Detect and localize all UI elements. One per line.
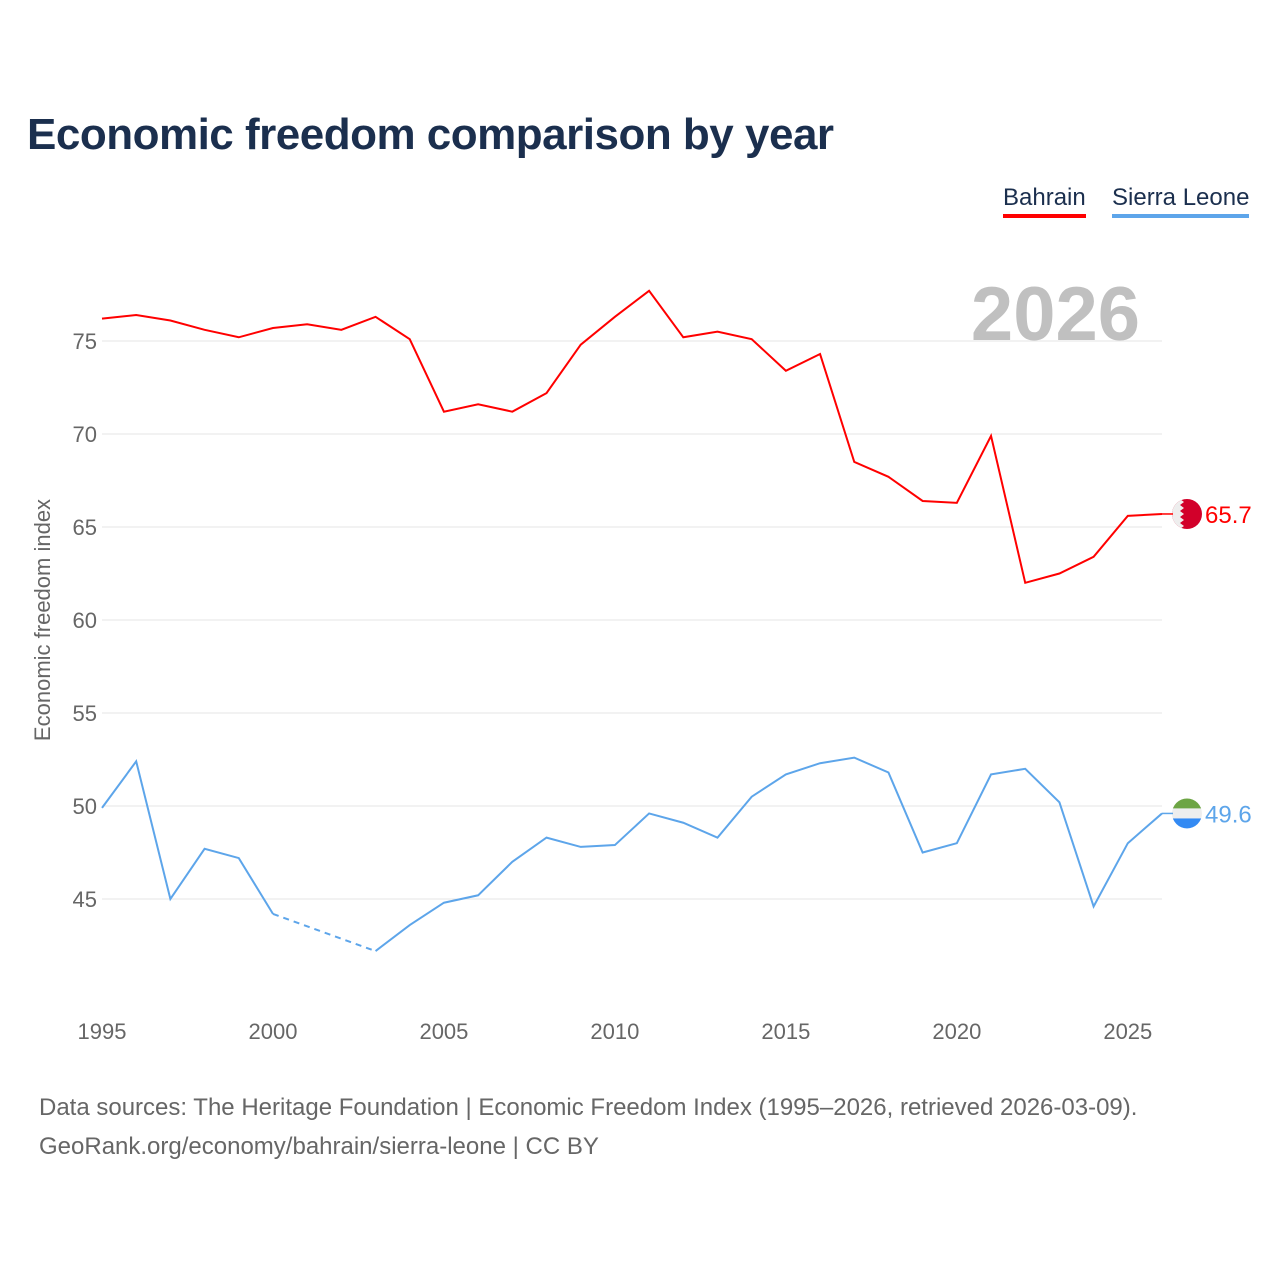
x-tick-label: 2005: [419, 1019, 468, 1044]
bahrain-point: [782, 367, 790, 375]
sierra-leone-point: [1090, 902, 1098, 910]
sierra-leone-point: [1124, 839, 1132, 847]
sierra-leone-point: [782, 770, 790, 778]
y-tick-label: 55: [73, 701, 97, 726]
y-axis-label: Economic freedom index: [30, 499, 55, 741]
sierra-leone-point: [953, 839, 961, 847]
bahrain-line: [101, 289, 1163, 585]
bahrain-point: [645, 287, 653, 295]
bahrain-point: [1124, 512, 1132, 520]
sierra-leone-point: [850, 754, 858, 762]
legend-bahrain[interactable]: Bahrain: [1003, 184, 1086, 218]
bahrain-point: [303, 320, 311, 328]
x-tick-label: 2010: [590, 1019, 639, 1044]
chart-title: Economic freedom comparison by year: [27, 110, 834, 159]
sierra-leone-point: [577, 843, 585, 851]
sierra-leone-point: [611, 841, 619, 849]
bahrain-point: [1055, 570, 1063, 578]
sierra-leone-point: [235, 854, 243, 862]
bahrain-point: [748, 335, 756, 343]
sierra-leone-point: [543, 834, 551, 842]
sierra-leone-point: [884, 769, 892, 777]
y-tick-label: 70: [73, 422, 97, 447]
bahrain-point: [987, 432, 995, 440]
bahrain-flag-icon: [1172, 498, 1202, 529]
y-tick-label: 60: [73, 608, 97, 633]
bahrain-point: [713, 328, 721, 336]
sierra-leone-line: [374, 756, 1163, 952]
sierra-leone-line: [101, 759, 274, 915]
sierra-leone-point: [919, 849, 927, 857]
bahrain-point: [850, 458, 858, 466]
sierra-leone-point: [713, 834, 721, 842]
sierra-leone-point: [98, 804, 106, 812]
bahrain-point: [98, 315, 106, 323]
sierra-leone-flag-icon: [1172, 798, 1202, 829]
bahrain-point: [440, 408, 448, 416]
sierra-leone-point: [474, 891, 482, 899]
bahrain-point: [611, 313, 619, 321]
y-tick-label: 45: [73, 887, 97, 912]
sierra-leone-point: [645, 809, 653, 817]
bahrain-point: [372, 313, 380, 321]
bahrain-point: [1090, 553, 1098, 561]
bahrain-point: [235, 333, 243, 341]
source-note: Data sources: The Heritage Foundation | …: [39, 1088, 1137, 1166]
bahrain-point: [543, 389, 551, 397]
source-line-2[interactable]: GeoRank.org/economy/bahrain/sierra-leone…: [39, 1133, 599, 1160]
y-tick-label: 75: [73, 329, 97, 354]
x-tick-label: 2000: [248, 1019, 297, 1044]
sierra-leone-point: [269, 910, 277, 918]
sierra-leone-point: [201, 845, 209, 853]
x-tick-label: 2020: [932, 1019, 981, 1044]
sierra-leone-point: [987, 770, 995, 778]
sierra-leone-point: [132, 757, 140, 765]
legend-sierra-leone[interactable]: Sierra Leone: [1112, 184, 1250, 218]
bahrain-point: [337, 326, 345, 334]
y-tick-label: 50: [73, 794, 97, 819]
sierra-leone-point: [406, 921, 414, 929]
bahrain-point: [201, 326, 209, 334]
bahrain-point: [269, 324, 277, 332]
x-tick-label: 2025: [1103, 1019, 1152, 1044]
sierra-leone-point: [1055, 798, 1063, 806]
x-tick-label: 1995: [78, 1019, 127, 1044]
sierra-leone-point: [816, 759, 824, 767]
bahrain-point: [474, 400, 482, 408]
bahrain-point: [953, 499, 961, 507]
bahrain-point: [679, 333, 687, 341]
bahrain-point: [406, 335, 414, 343]
bahrain-end-label: 65.7: [1205, 502, 1252, 529]
sierra-leone-point: [166, 895, 174, 903]
bahrain-point: [816, 350, 824, 358]
bahrain-point: [132, 311, 140, 319]
x-tick-label: 2015: [761, 1019, 810, 1044]
sierra-leone-point: [679, 819, 687, 827]
bahrain-point: [166, 317, 174, 325]
sierra-leone-point: [1021, 765, 1029, 773]
y-tick-label: 65: [73, 515, 97, 540]
sierra-leone-point: [440, 899, 448, 907]
sierra-leone-end-label: 49.6: [1205, 801, 1252, 828]
bahrain-point: [1021, 579, 1029, 587]
bahrain-point: [508, 408, 516, 416]
sierra-leone-point: [372, 947, 380, 955]
bahrain-point: [919, 497, 927, 505]
source-line-1: Data sources: The Heritage Foundation | …: [39, 1094, 1138, 1121]
sierra-leone-point: [748, 793, 756, 801]
sierra-leone-gap-line: [272, 912, 376, 953]
sierra-leone-point: [508, 858, 516, 866]
year-watermark: 2026: [971, 272, 1140, 357]
bahrain-point: [884, 473, 892, 481]
bahrain-point: [577, 341, 585, 349]
